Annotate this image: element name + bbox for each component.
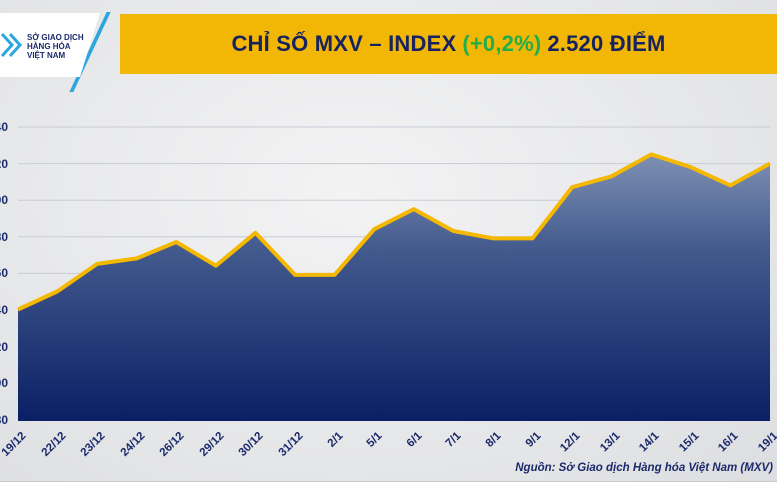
source-note: Nguồn: Sở Giao dịch Hàng hóa Việt Nam (M…: [515, 462, 773, 474]
title-banner: [120, 14, 777, 74]
logo-chevrons-icon: [0, 32, 23, 58]
chart-title: CHỈ SỐ MXV – INDEX (+0,2%) 2.520 ĐIỂM: [120, 14, 777, 74]
bottom-strip: [0, 481, 777, 487]
y-tick-label: 2.400: [0, 376, 8, 391]
y-tick-label: 2.440: [0, 303, 8, 317]
logo-line-1: SỞ GIAO DỊCH: [27, 33, 84, 42]
y-tick-label: 2.380: [0, 412, 8, 427]
title-value: 2.520 ĐIỂM: [547, 31, 666, 56]
y-tick-label: 2.460: [0, 266, 8, 281]
logo-line-3: VIỆT NAM: [27, 51, 66, 60]
logo-text: SỞ GIAO DỊCH HÀNG HÓA VIỆT NAM: [27, 33, 84, 60]
y-tick-label: 2.500: [0, 193, 8, 208]
y-tick-label: 2.540: [0, 120, 8, 134]
title-prefix: CHỈ SỐ MXV – INDEX: [231, 31, 457, 56]
area-fill: [18, 154, 770, 420]
logo-line-2: HÀNG HÓA: [27, 42, 71, 51]
index-line: [17, 152, 771, 312]
y-tick-label: 2.420: [0, 339, 8, 354]
y-tick-label: 2.520: [0, 156, 8, 171]
y-tick-label: 2.480: [0, 229, 8, 244]
title-change-percent: (+0,2%): [462, 31, 542, 56]
